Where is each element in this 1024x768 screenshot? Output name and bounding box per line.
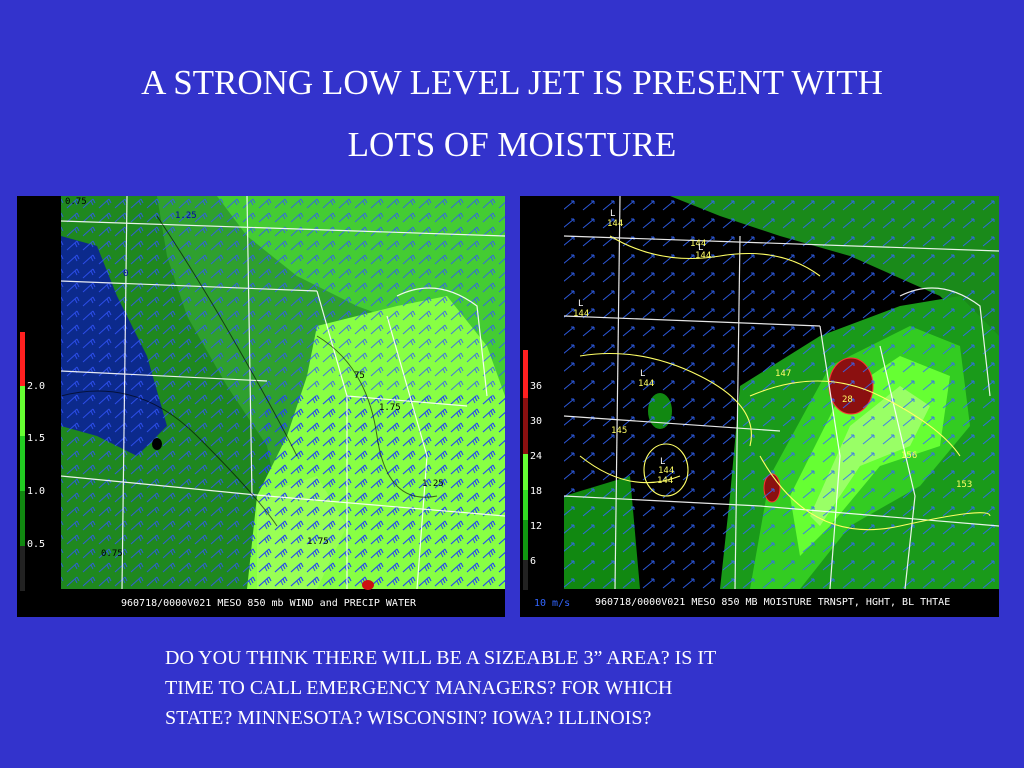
right-height-label: 144 <box>690 239 706 249</box>
left-contour-label: 75 <box>354 371 365 381</box>
title-line-2: LOTS OF MOISTURE <box>347 125 677 164</box>
slide-title: A STRONG LOW LEVEL JET IS PRESENT WITH L… <box>0 52 1024 176</box>
left-color-scale: 2.0 1.5 1.0 0.5 <box>20 332 45 591</box>
right-height-label: 144 <box>658 466 674 476</box>
right-height-label: 156 <box>901 451 917 461</box>
right-height-label: 144 <box>638 379 654 389</box>
left-contour-label: 1.75 <box>307 537 329 547</box>
right-scale-tick: 18 <box>530 486 542 497</box>
left-contour-label: 0 <box>123 269 128 279</box>
right-height-label: 144 <box>657 476 673 486</box>
right-scale-tick: 24 <box>530 451 542 462</box>
right-height-label: 144 <box>573 309 589 319</box>
low-pressure-marker: L <box>578 299 583 309</box>
right-height-label: 28 <box>842 395 853 405</box>
right-scale-tick: 6 <box>530 556 536 567</box>
caption-line-2: TIME TO CALL EMERGENCY MANAGERS? FOR WHI… <box>165 677 673 699</box>
left-contour-label: 1.25 <box>422 479 444 489</box>
slide-caption: DO YOU THINK THERE WILL BE A SIZEABLE 3”… <box>165 643 925 733</box>
left-scale-tick: 2.0 <box>27 381 45 392</box>
low-pressure-marker: L <box>698 243 703 253</box>
right-map-svg: 36 30 24 18 12 6 <box>520 196 999 617</box>
left-contour-label: 0.75 <box>101 549 123 559</box>
right-map-footer: 960718/0000V021 MESO 850 MB MOISTURE TRN… <box>595 597 950 608</box>
right-height-label: 144 <box>695 251 711 261</box>
low-pressure-marker: L <box>640 369 645 379</box>
low-pressure-marker: L <box>660 457 665 467</box>
left-map-svg: 2.0 1.5 1.0 0.5 <box>17 196 505 617</box>
title-line-1: A STRONG LOW LEVEL JET IS PRESENT WITH <box>141 63 883 102</box>
left-contour-label: 1.75 <box>379 403 401 413</box>
wind-scale-label: 10 m/s <box>534 598 570 609</box>
right-moisture-field: 144 144 144 144 144 145 144 144 147 156 … <box>563 196 999 590</box>
right-height-label: 145 <box>611 426 627 436</box>
right-map-panel: 36 30 24 18 12 6 <box>520 196 999 617</box>
left-contour-label: 1.25 <box>175 211 197 221</box>
caption-line-3: STATE? MINNESOTA? WISCONSIN? IOWA? ILLIN… <box>165 707 652 729</box>
caption-line-1: DO YOU THINK THERE WILL BE A SIZEABLE 3”… <box>165 647 717 669</box>
left-scale-tick: 1.0 <box>27 486 45 497</box>
left-scale-tick: 1.5 <box>27 433 45 444</box>
left-scale-tick: 0.5 <box>27 539 45 550</box>
right-color-scale: 36 30 24 18 12 6 <box>523 350 542 590</box>
left-contour-label: 0.75 <box>65 197 87 207</box>
right-height-label: 153 <box>956 480 972 490</box>
left-precip-field: 0.75 1.25 0 75 0.75 1.25 1.75 1.75 <box>60 196 505 590</box>
right-height-label: 147 <box>775 369 791 379</box>
right-scale-tick: 12 <box>530 521 542 532</box>
right-scale-tick: 30 <box>530 416 542 427</box>
right-scale-tick: 36 <box>530 381 542 392</box>
left-map-panel: 2.0 1.5 1.0 0.5 <box>17 196 505 617</box>
right-height-label: 144 <box>607 219 623 229</box>
low-pressure-marker: L <box>610 209 615 219</box>
left-map-footer: 960718/0000V021 MESO 850 mb WIND and PRE… <box>121 598 417 609</box>
